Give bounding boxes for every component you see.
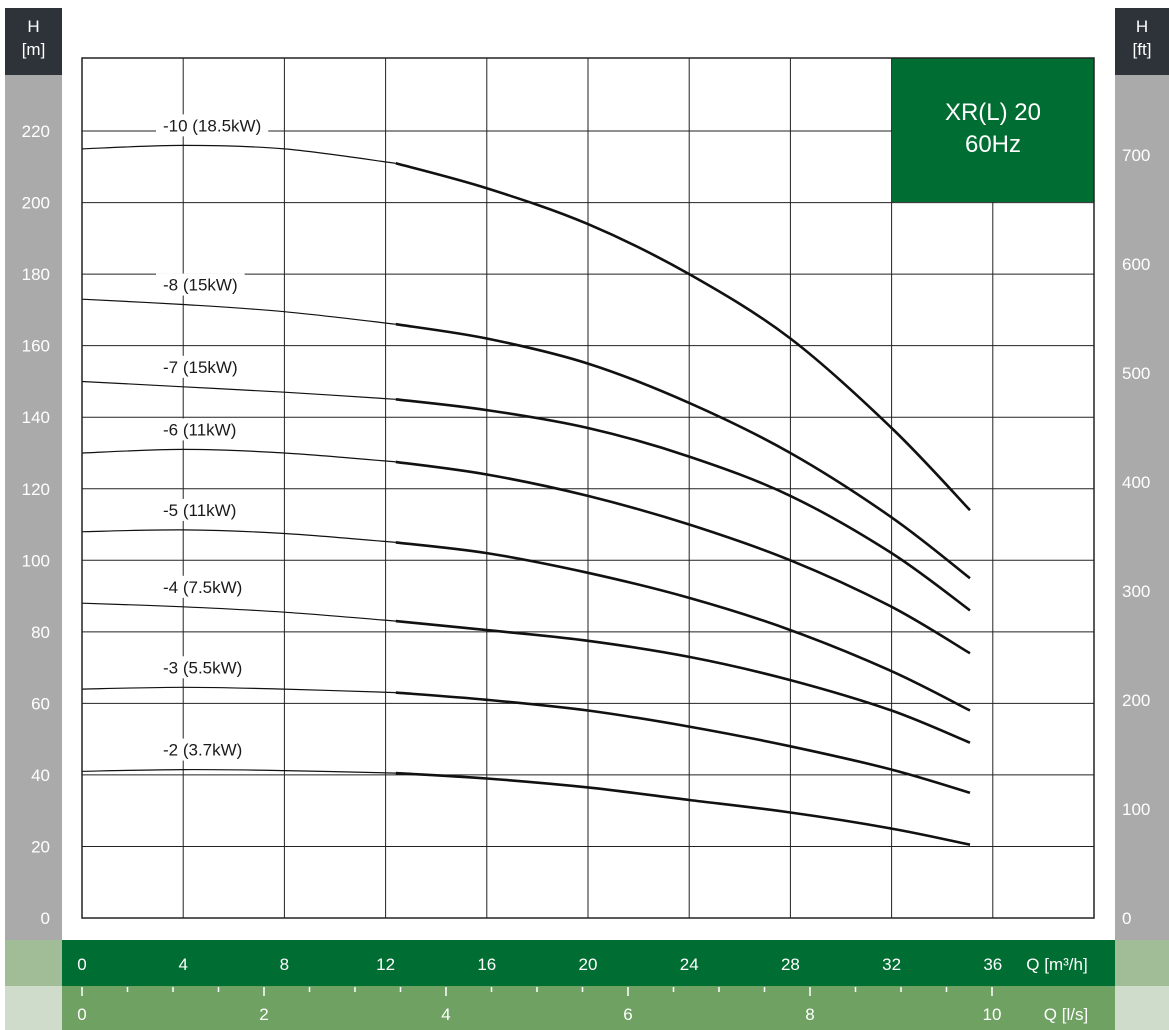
y-tick-20: 20 xyxy=(31,837,50,856)
right-axis-unit-label: [ft] xyxy=(1133,40,1152,59)
x-tick-0: 0 xyxy=(77,955,86,974)
curve-label-4: -6 (11kW) xyxy=(163,420,236,439)
right-axis-header xyxy=(1115,8,1169,75)
y2-tick-300: 300 xyxy=(1122,582,1150,601)
curve-thin-5 xyxy=(81,529,396,543)
x2-axis-band-right-cap xyxy=(1115,986,1169,1030)
curve-8 xyxy=(395,771,971,846)
y2-tick-600: 600 xyxy=(1122,255,1150,274)
y-tick-160: 160 xyxy=(22,337,50,356)
chart-title: XR(L) 20 xyxy=(945,99,1041,126)
curve-label-bg-1 xyxy=(156,114,269,137)
curve-label-bg-5 xyxy=(156,498,244,521)
y-tick-200: 200 xyxy=(22,194,50,213)
y2-tick-500: 500 xyxy=(1122,364,1150,383)
x2-axis-band xyxy=(62,986,1115,1030)
y2-tick-200: 200 xyxy=(1122,691,1150,710)
curve-7 xyxy=(395,691,971,795)
x-tick-32: 32 xyxy=(882,955,901,974)
x-tick-4: 4 xyxy=(178,955,187,974)
y-tick-180: 180 xyxy=(22,265,50,284)
y-tick-0: 0 xyxy=(41,909,50,928)
curve-label-5: -5 (11kW) xyxy=(163,501,236,520)
curve-label-bg-8 xyxy=(156,738,250,761)
curve-thin-7 xyxy=(81,686,396,694)
curve-label-8: -2 (3.7kW) xyxy=(163,741,242,760)
curve-label-6: -4 (7.5kW) xyxy=(163,578,242,597)
left-axis-unit-label: [m] xyxy=(22,40,46,59)
x-axis-band-right-cap xyxy=(1115,940,1169,986)
curve-3 xyxy=(395,398,971,612)
curve-thin-3 xyxy=(81,380,396,400)
curve-6 xyxy=(395,619,971,744)
curve-thin-8 xyxy=(81,768,396,774)
x-tick-20: 20 xyxy=(579,955,598,974)
y2-tick-0: 0 xyxy=(1122,909,1131,928)
curve-label-bg-6 xyxy=(156,575,250,598)
y2-tick-100: 100 xyxy=(1122,800,1150,819)
curve-thin-1 xyxy=(81,144,396,164)
curve-label-bg-3 xyxy=(156,355,245,378)
x2-tick-8: 8 xyxy=(805,1005,814,1024)
curve-label-bg-2 xyxy=(156,273,245,296)
left-axis-header-label: H xyxy=(27,17,39,36)
x2-tick-4: 4 xyxy=(441,1005,450,1024)
y-tick-40: 40 xyxy=(31,766,50,785)
left-tick-labels: 0 20 40 60 80 100 120 140 160 180 200 220 xyxy=(22,122,50,928)
y2-tick-700: 700 xyxy=(1122,146,1150,165)
x2-tick-2: 2 xyxy=(259,1005,268,1024)
x-tick-16: 16 xyxy=(477,955,496,974)
right-axis-column xyxy=(1115,75,1169,940)
curve-5 xyxy=(395,541,971,712)
curve-label-1: -10 (18.5kW) xyxy=(163,116,261,135)
title-badge xyxy=(892,58,1094,202)
curve-2 xyxy=(395,322,971,580)
bottom2-tick-labels: 0 2 4 6 8 10 xyxy=(77,987,1001,1024)
curve-1 xyxy=(395,162,971,512)
left-axis-column xyxy=(5,75,62,940)
curve-label-2: -8 (15kW) xyxy=(163,276,238,295)
curve-thin-6 xyxy=(81,602,396,622)
x2-tick-6: 6 xyxy=(623,1005,632,1024)
x-axis-band-left-cap xyxy=(5,940,62,986)
x-tick-24: 24 xyxy=(680,955,699,974)
x-tick-36: 36 xyxy=(983,955,1002,974)
y2-tick-400: 400 xyxy=(1122,473,1150,492)
x2-tick-0: 0 xyxy=(77,1005,86,1024)
y-tick-100: 100 xyxy=(22,551,50,570)
x-tick-28: 28 xyxy=(781,955,800,974)
y-tick-140: 140 xyxy=(22,408,50,427)
x-tick-12: 12 xyxy=(376,955,395,974)
chart-subtitle: 60Hz xyxy=(965,131,1021,158)
curve-labels: -10 (18.5kW) -8 (15kW) -7 (15kW) -6 (11kW) -… xyxy=(156,114,269,761)
x-axis-band xyxy=(62,940,1115,986)
curve-label-bg-7 xyxy=(156,656,250,679)
x2-tick-10: 10 xyxy=(983,1005,1002,1024)
x2-axis-label: Q [l/s] xyxy=(1044,1005,1088,1024)
curve-label-bg-4 xyxy=(156,418,244,441)
y-tick-60: 60 xyxy=(31,694,50,713)
curve-label-7: -3 (5.5kW) xyxy=(163,658,242,677)
left-axis-header xyxy=(5,8,62,75)
curve-4 xyxy=(395,460,971,655)
curve-label-3: -7 (15kW) xyxy=(163,358,238,377)
y-tick-120: 120 xyxy=(22,480,50,499)
right-tick-labels: 0 100 200 300 400 500 600 700 xyxy=(1122,146,1150,928)
right-axis-header-label: H xyxy=(1136,17,1148,36)
curves xyxy=(81,144,971,846)
y-tick-80: 80 xyxy=(31,623,50,642)
curve-thin-2 xyxy=(81,298,396,325)
y-tick-220: 220 xyxy=(22,122,50,141)
x2-axis-band-left-cap xyxy=(5,986,62,1030)
curve-thin-4 xyxy=(81,448,396,463)
bottom-tick-labels: 0 4 8 12 16 20 24 28 32 36 xyxy=(77,955,1002,974)
x-axis-label: Q [m³/h] xyxy=(1026,955,1087,974)
x-tick-8: 8 xyxy=(280,955,289,974)
plot-frame xyxy=(81,57,1095,919)
